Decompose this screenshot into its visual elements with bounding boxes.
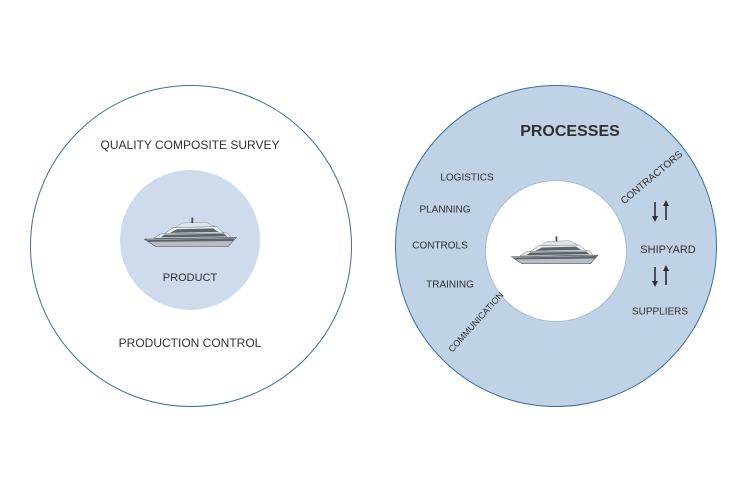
ring-label-0: LOGISTICS: [440, 173, 493, 184]
left-yacht-icon: [141, 214, 240, 250]
exchange-arrows-0: [651, 199, 678, 227]
exchange-arrows-1: [651, 264, 678, 292]
left-bottom-label: PRODUCTION CONTROL: [119, 336, 262, 350]
ring-label-1: PLANNING: [419, 205, 470, 216]
left-center-label: PRODUCT: [163, 272, 217, 284]
ring-label-7: SUPPLIERS: [632, 307, 688, 318]
right-title: PROCESSES: [520, 123, 620, 141]
ring-label-2: CONTROLS: [412, 241, 468, 252]
left-top-label: QUALITY COMPOSITE SURVEY: [101, 138, 280, 152]
diagram-stage: QUALITY COMPOSITE SURVEY PRODUCTION CONTR…: [0, 0, 730, 500]
ring-label-3: TRAINING: [426, 280, 474, 291]
ring-label-6: SHIPYARD: [640, 244, 695, 256]
right-yacht-icon: [508, 233, 602, 267]
